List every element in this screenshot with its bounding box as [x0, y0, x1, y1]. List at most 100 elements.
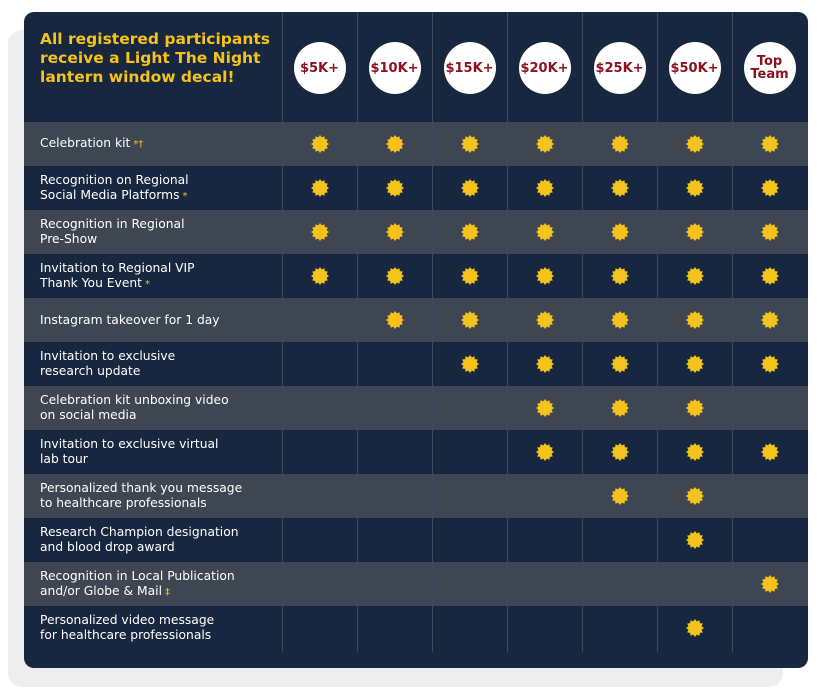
gold-star-badge-icon	[385, 179, 404, 197]
tier-label: $20K+	[520, 60, 569, 76]
gold-star-badge-icon	[760, 267, 779, 285]
table-row: Recognition on Regional Social Media Pla…	[24, 166, 808, 210]
row-label-text: Celebration kit unboxing video on social…	[40, 393, 229, 422]
gold-star-badge-icon	[685, 267, 704, 285]
gold-star-badge-icon	[535, 223, 554, 241]
tier-label: $25K+	[595, 60, 644, 76]
gold-star-badge-icon	[685, 487, 704, 505]
gold-star-badge-icon	[685, 531, 704, 549]
gold-star-badge-icon	[535, 267, 554, 285]
gold-star-badge-icon	[685, 223, 704, 241]
gold-star-badge-icon	[460, 267, 479, 285]
table-row: Invitation to exclusive research update	[24, 342, 808, 386]
row-label: Recognition in Regional Pre-Show	[40, 210, 270, 254]
gold-star-badge-icon	[760, 223, 779, 241]
gold-star-badge-icon	[685, 443, 704, 461]
row-label: Invitation to Regional VIP Thank You Eve…	[40, 254, 270, 298]
row-label-text: Instagram takeover for 1 day	[40, 312, 220, 327]
row-label-text: Invitation to exclusive virtual lab tour	[40, 437, 219, 466]
gold-star-badge-icon	[460, 179, 479, 197]
gold-star-badge-icon	[610, 487, 629, 505]
footnote-mark: *†	[133, 139, 144, 150]
gold-star-badge-icon	[760, 179, 779, 197]
gold-star-badge-icon	[685, 135, 704, 153]
gold-star-badge-icon	[535, 443, 554, 461]
tier-badge: $20K+	[518, 42, 571, 94]
benefits-table: All registered participants receive a Li…	[24, 12, 808, 668]
gold-star-badge-icon	[610, 443, 629, 461]
row-label: Celebration kit unboxing video on social…	[40, 386, 270, 430]
gold-star-badge-icon	[310, 135, 329, 153]
column-divider	[507, 12, 508, 652]
row-label-text: Recognition in Regional Pre-Show	[40, 217, 185, 246]
row-label-text: Personalized video message for healthcar…	[40, 613, 215, 642]
tier-badge: Top Team	[743, 42, 796, 94]
gold-star-badge-icon	[610, 311, 629, 329]
row-label-text: Recognition on Regional Social Media Pla…	[40, 172, 189, 202]
row-label: Personalized video message for healthcar…	[40, 606, 270, 650]
gold-star-badge-icon	[760, 135, 779, 153]
row-label-text: Invitation to exclusive research update	[40, 349, 176, 378]
table-row: Celebration kit unboxing video on social…	[24, 386, 808, 430]
column-divider	[432, 12, 433, 652]
table-row: Personalized thank you message to health…	[24, 474, 808, 518]
row-label-text: Recognition in Local Publication and/or …	[40, 568, 235, 598]
gold-star-badge-icon	[610, 267, 629, 285]
column-divider	[282, 12, 283, 652]
table-row: Invitation to Regional VIP Thank You Eve…	[24, 254, 808, 298]
gold-star-badge-icon	[610, 135, 629, 153]
gold-star-badge-icon	[760, 355, 779, 373]
row-label: Celebration kit *†	[40, 122, 270, 166]
footnote-mark: ‡	[165, 586, 170, 598]
column-divider	[657, 12, 658, 652]
footnote-mark: *	[145, 278, 150, 290]
table-row: Celebration kit *†	[24, 122, 808, 166]
gold-star-badge-icon	[535, 355, 554, 373]
gold-star-badge-icon	[685, 179, 704, 197]
gold-star-badge-icon	[385, 311, 404, 329]
table-row: Recognition in Regional Pre-Show	[24, 210, 808, 254]
gold-star-badge-icon	[535, 179, 554, 197]
row-label-text: Research Champion designation and blood …	[40, 525, 239, 554]
row-label: Recognition on Regional Social Media Pla…	[40, 166, 270, 210]
tier-label: Top Team	[750, 54, 789, 82]
tier-label: $50K+	[670, 60, 719, 76]
row-label: Invitation to exclusive virtual lab tour	[40, 430, 270, 474]
gold-star-badge-icon	[460, 223, 479, 241]
gold-star-badge-icon	[610, 355, 629, 373]
gold-star-badge-icon	[460, 355, 479, 373]
gold-star-badge-icon	[310, 267, 329, 285]
gold-star-badge-icon	[385, 135, 404, 153]
tier-badge: $5K+	[293, 42, 346, 94]
gold-star-badge-icon	[385, 223, 404, 241]
gold-star-badge-icon	[310, 179, 329, 197]
headline: All registered participants receive a Li…	[40, 30, 271, 86]
gold-star-badge-icon	[535, 311, 554, 329]
row-label-text: Invitation to Regional VIP Thank You Eve…	[40, 260, 195, 290]
gold-star-badge-icon	[385, 267, 404, 285]
row-label: Research Champion designation and blood …	[40, 518, 270, 562]
gold-star-badge-icon	[760, 575, 779, 593]
gold-star-badge-icon	[610, 179, 629, 197]
gold-star-badge-icon	[685, 399, 704, 417]
tier-label: $15K+	[445, 60, 494, 76]
gold-star-badge-icon	[610, 399, 629, 417]
gold-star-badge-icon	[760, 443, 779, 461]
gold-star-badge-icon	[460, 311, 479, 329]
gold-star-badge-icon	[760, 311, 779, 329]
tier-label: $5K+	[299, 60, 340, 76]
table-header: All registered participants receive a Li…	[24, 12, 808, 122]
gold-star-badge-icon	[610, 223, 629, 241]
table-row: Research Champion designation and blood …	[24, 518, 808, 562]
table-row: Personalized video message for healthcar…	[24, 606, 808, 650]
tier-badge: $50K+	[668, 42, 721, 94]
row-label: Invitation to exclusive research update	[40, 342, 270, 386]
gold-star-badge-icon	[685, 355, 704, 373]
row-label-text: Celebration kit *†	[40, 136, 144, 150]
row-label: Personalized thank you message to health…	[40, 474, 270, 518]
tier-label: $10K+	[370, 60, 419, 76]
table-row: Recognition in Local Publication and/or …	[24, 562, 808, 606]
row-label: Instagram takeover for 1 day	[40, 298, 270, 342]
gold-star-badge-icon	[310, 223, 329, 241]
tier-badge: $15K+	[443, 42, 496, 94]
